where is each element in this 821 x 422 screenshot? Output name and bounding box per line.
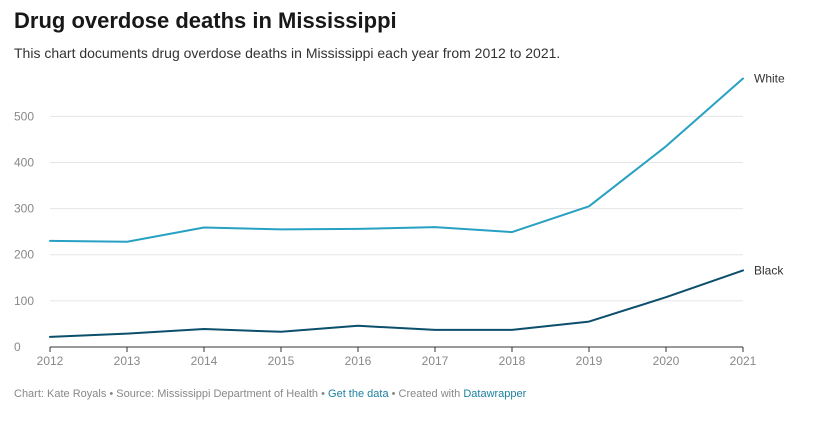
y-tick-label: 100 [14, 294, 34, 308]
grid-lines [50, 115, 743, 348]
source-note: Source: Mississippi Department of Health [116, 388, 319, 400]
x-tick-label: 2014 [191, 354, 218, 368]
x-axis-ticks: 2012 2013 2014 2015 2016 2017 2018 2019 2020 2021 [37, 347, 757, 368]
x-tick-label: 2016 [345, 354, 372, 368]
series-lines [49, 77, 744, 338]
x-tick-label: 2018 [499, 354, 526, 368]
footer-separator: • [106, 388, 117, 400]
y-axis-ticks: 0 100 200 300 400 500 [14, 109, 34, 354]
get-the-data-link[interactable]: Get the data [328, 388, 389, 400]
footer-separator: • [388, 388, 399, 400]
series-line-black [49, 269, 744, 338]
x-tick-label: 2013 [114, 354, 141, 368]
created-with-text: Created with [398, 388, 464, 400]
x-tick-label: 2019 [576, 354, 603, 368]
chart-credit: Chart: Kate Royals [14, 388, 107, 400]
series-labels: White Black [754, 72, 785, 278]
y-tick-label: 200 [14, 248, 34, 262]
y-tick-label: 500 [14, 109, 34, 123]
footer-separator: • [318, 388, 329, 400]
chart-title: Drug overdose deaths in Mississippi [14, 8, 397, 33]
series-label-white: White [754, 72, 785, 86]
y-tick-label: 300 [14, 202, 34, 216]
series-label-black: Black [754, 263, 784, 277]
datawrapper-link[interactable]: Datawrapper [463, 388, 527, 400]
x-tick-label: 2015 [268, 354, 295, 368]
y-tick-label: 0 [14, 340, 21, 354]
x-tick-label: 2017 [422, 354, 449, 368]
chart-subtitle: This chart documents drug overdose death… [14, 45, 561, 61]
x-tick-label: 2021 [730, 354, 757, 368]
series-line-white [49, 77, 744, 243]
x-tick-label: 2012 [37, 354, 64, 368]
chart-footer: Chart: Kate Royals • Source: Mississippi… [14, 388, 526, 400]
y-tick-label: 400 [14, 155, 34, 169]
x-tick-label: 2020 [653, 354, 680, 368]
